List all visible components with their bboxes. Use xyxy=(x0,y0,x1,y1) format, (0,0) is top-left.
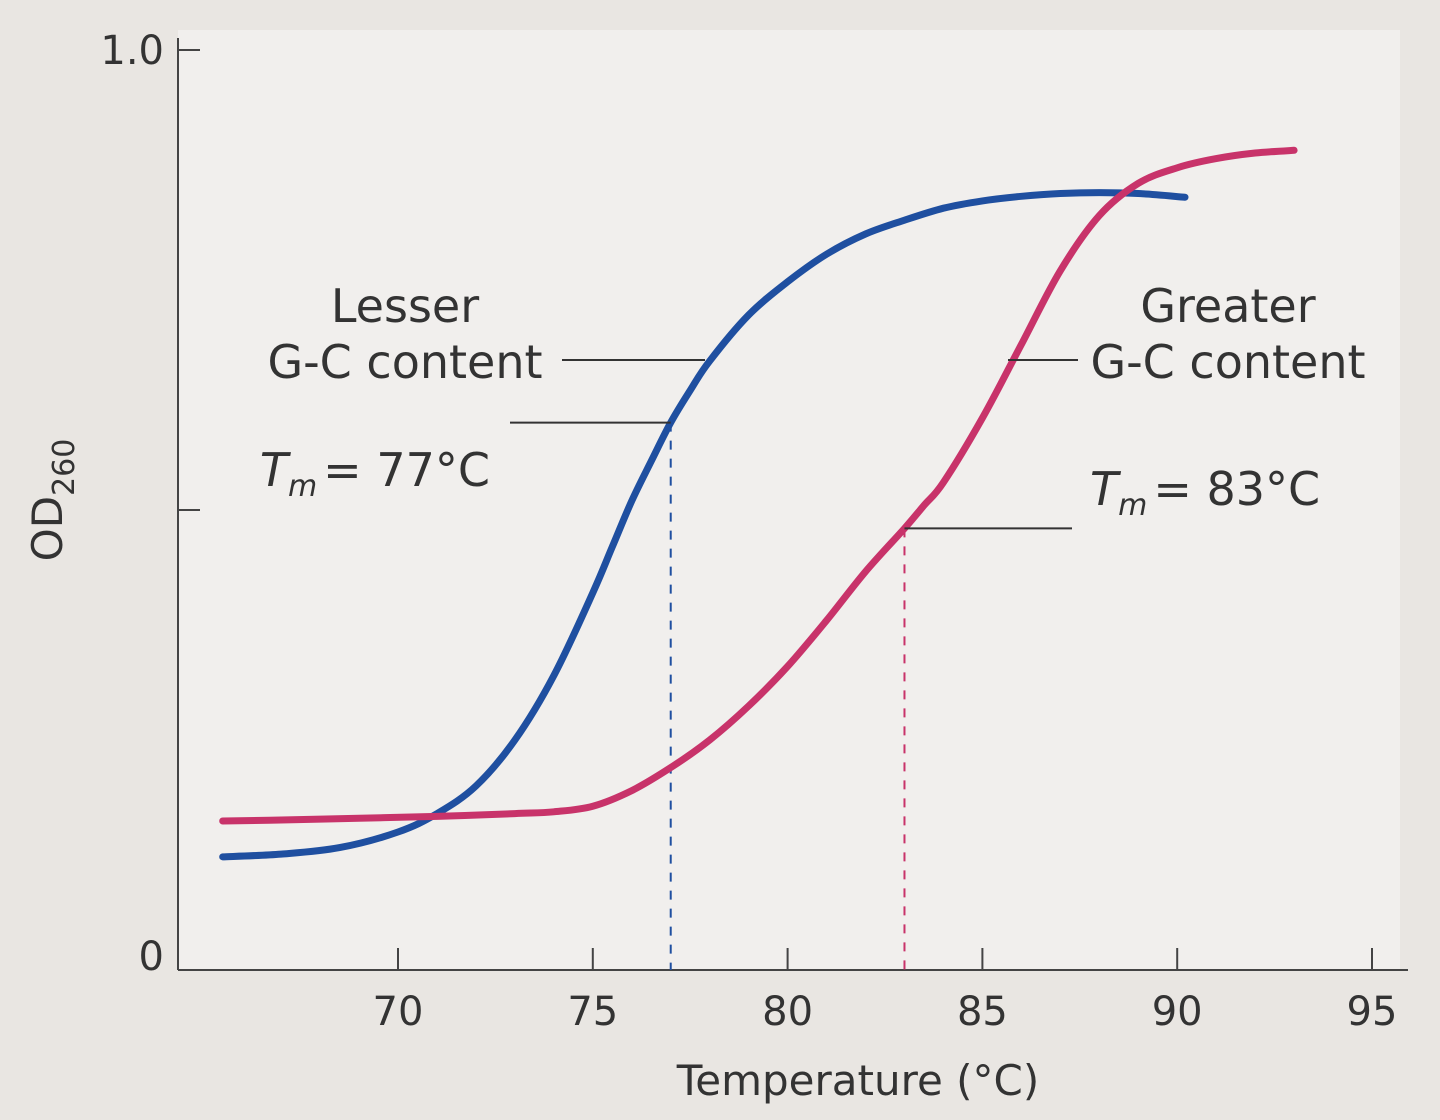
tm-subscript: m xyxy=(288,469,317,504)
axes xyxy=(177,38,1408,971)
x-tick-label-4: 90 xyxy=(1152,989,1203,1035)
series-line-0 xyxy=(219,189,1189,861)
lesser-label-line2: G-C content xyxy=(267,335,542,389)
lesser-label-line1: Lesser xyxy=(331,279,479,333)
y-axis-label: OD260 xyxy=(23,439,82,562)
x-tick-label-3: 85 xyxy=(957,989,1008,1035)
y-tick-label-0: 0 xyxy=(139,934,164,980)
tm-value: = 83°C xyxy=(1153,462,1320,516)
x-tick-label-5: 95 xyxy=(1347,989,1398,1035)
lesser-tm-label: Tm = 77°C xyxy=(260,443,490,504)
tm-symbol: T xyxy=(1090,462,1122,516)
greater-label-line2: G-C content xyxy=(1090,335,1365,389)
greater-tm-label: Tm = 83°C xyxy=(1090,462,1320,523)
tm-value: = 77°C xyxy=(323,443,490,497)
y-axis-label-main: OD xyxy=(23,496,72,561)
tm-symbol: T xyxy=(260,443,292,497)
y-axis-label-subscript: 260 xyxy=(47,439,82,496)
x-axis-label: Temperature (°C) xyxy=(676,1056,1040,1105)
greater-label-line1: Greater xyxy=(1140,279,1315,333)
x-tick-label-1: 75 xyxy=(567,989,618,1035)
x-tick-label-2: 80 xyxy=(762,989,813,1035)
x-tick-label-0: 70 xyxy=(373,989,424,1035)
plot-area xyxy=(178,30,1400,970)
y-tick-label-2: 1.0 xyxy=(100,28,164,74)
tm-subscript: m xyxy=(1118,488,1147,523)
series-line-1 xyxy=(219,146,1298,825)
